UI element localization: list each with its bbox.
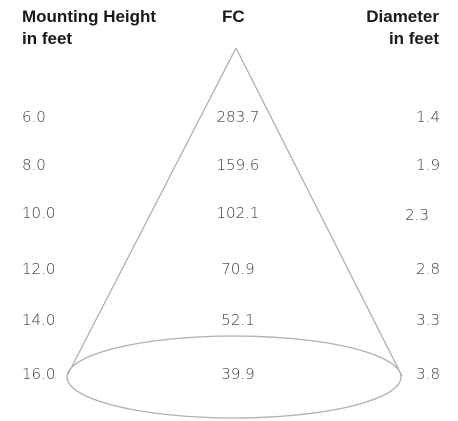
diameter-header-line2: in feet (388, 29, 439, 48)
fc-value: 283.7 (216, 108, 260, 126)
height-value: 12.0 (22, 260, 56, 278)
fc-value: 70.9 (221, 260, 255, 278)
height-value: 10.0 (22, 204, 56, 222)
fc-value: 159.6 (216, 156, 260, 174)
diameter-value: 1.9 (416, 156, 440, 174)
diameter-header-line1: Diameter (366, 7, 439, 26)
height-value: 14.0 (22, 311, 56, 329)
diameter-header: Diameter in feet (319, 6, 439, 50)
cone-base-ellipse (66, 335, 402, 419)
mounting-height-header-line2: in feet (22, 29, 73, 48)
fc-header-label: FC (222, 7, 245, 26)
diameter-value: 3.8 (416, 365, 440, 383)
fc-header: FC (222, 6, 262, 28)
height-value: 6.0 (22, 108, 46, 126)
diameter-value: 2.3 (405, 206, 429, 224)
mounting-height-header-line1: Mounting Height (22, 7, 157, 26)
height-value: 16.0 (22, 365, 56, 383)
fc-value: 52.1 (221, 311, 255, 329)
diameter-value: 3.3 (416, 311, 440, 329)
mounting-height-header: Mounting Height in feet (22, 6, 212, 50)
fc-value: 102.1 (216, 204, 260, 222)
cone-right-edge (235, 47, 403, 377)
height-value: 8.0 (22, 156, 46, 174)
fc-value: 39.9 (221, 365, 255, 383)
diameter-value: 1.4 (416, 108, 440, 126)
diameter-value: 2.8 (416, 260, 440, 278)
cone-left-edge (66, 47, 237, 377)
